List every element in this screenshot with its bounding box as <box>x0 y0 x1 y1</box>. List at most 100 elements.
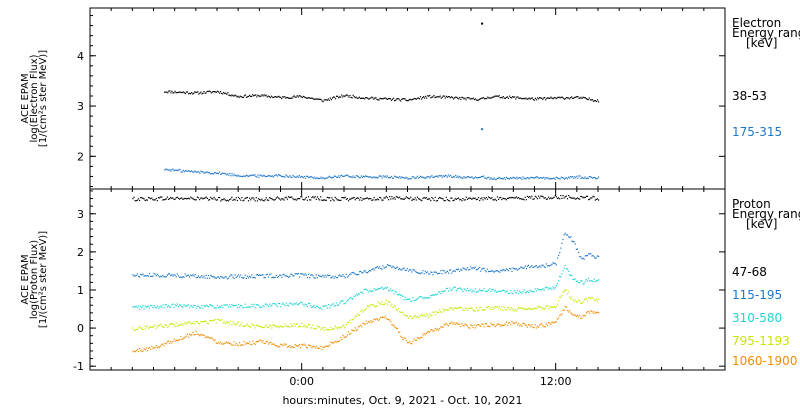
data-point <box>237 95 239 97</box>
data-point <box>252 340 254 342</box>
data-point <box>264 95 266 97</box>
data-point <box>569 98 571 100</box>
data-point <box>488 176 490 178</box>
data-point <box>284 305 286 307</box>
data-point <box>434 196 436 198</box>
data-point <box>286 346 289 348</box>
data-point <box>506 269 509 271</box>
data-point <box>350 332 352 335</box>
data-point <box>174 340 176 342</box>
data-point <box>586 177 588 179</box>
data-point <box>260 199 262 201</box>
data-point <box>477 309 480 311</box>
data-point <box>153 347 155 349</box>
data-point <box>182 276 184 278</box>
data-point <box>232 276 234 278</box>
data-point <box>460 306 462 308</box>
data-point <box>234 174 236 177</box>
data-point <box>259 306 261 308</box>
data-point <box>339 274 341 276</box>
data-point <box>580 177 582 180</box>
data-point <box>583 196 585 198</box>
data-point <box>547 288 550 290</box>
data-point <box>551 97 553 99</box>
data-point <box>496 305 499 308</box>
data-point <box>439 328 441 330</box>
data-point <box>435 175 437 177</box>
data-point <box>174 274 176 276</box>
data-point <box>543 308 545 310</box>
data-point <box>405 99 407 101</box>
data-point <box>133 329 135 331</box>
data-point <box>433 311 435 313</box>
data-point <box>157 197 160 199</box>
data-point <box>200 91 202 93</box>
data-point <box>551 288 553 291</box>
data-point <box>152 347 154 349</box>
data-point <box>209 277 211 279</box>
data-point <box>401 269 403 271</box>
data-point <box>179 198 181 200</box>
data-point <box>443 310 445 312</box>
data-point <box>528 178 530 180</box>
data-point <box>596 311 599 313</box>
data-point <box>509 96 512 99</box>
data-point <box>424 334 426 336</box>
data-point <box>434 96 436 99</box>
data-point <box>263 276 265 279</box>
data-point <box>227 277 230 279</box>
data-point <box>562 195 564 197</box>
data-point <box>426 331 429 333</box>
data-point <box>591 280 593 282</box>
data-point <box>334 325 336 327</box>
data-point <box>315 328 317 330</box>
data-point <box>201 321 203 323</box>
data-point <box>546 198 549 200</box>
data-point <box>477 99 480 101</box>
data-point <box>516 308 519 310</box>
data-point <box>362 292 364 294</box>
data-point <box>331 197 333 199</box>
y-axis-label-line: [1/(cm²s ster MeV)] <box>38 50 49 147</box>
data-point <box>552 321 554 323</box>
data-point <box>286 198 289 200</box>
data-point <box>254 174 256 176</box>
data-point <box>461 269 463 271</box>
data-point <box>170 274 172 277</box>
data-point <box>332 275 334 277</box>
data-point <box>345 323 347 326</box>
data-point <box>550 96 552 98</box>
data-point <box>491 306 493 308</box>
data-point <box>573 197 575 199</box>
data-point <box>136 273 138 275</box>
data-point <box>454 176 456 178</box>
data-point <box>508 95 511 97</box>
data-point <box>351 272 353 274</box>
data-point <box>295 96 297 98</box>
data-point <box>424 315 426 318</box>
data-point <box>340 275 342 277</box>
data-point <box>595 198 597 201</box>
data-point <box>425 95 427 98</box>
data-point <box>387 301 390 303</box>
data-point <box>582 96 584 98</box>
data-point <box>281 175 283 178</box>
data-point <box>458 98 460 100</box>
data-point <box>484 323 486 325</box>
data-point <box>415 299 417 301</box>
data-point <box>343 95 345 97</box>
data-point <box>283 325 285 328</box>
data-point <box>522 198 524 200</box>
data-point <box>429 177 431 179</box>
data-point <box>189 333 191 335</box>
data-point <box>451 176 454 178</box>
data-point <box>329 274 331 277</box>
data-point <box>452 287 454 289</box>
data-point <box>596 198 599 200</box>
data-point <box>231 94 233 96</box>
data-point <box>342 324 344 326</box>
data-point <box>275 325 277 328</box>
data-point <box>403 298 405 301</box>
data-point <box>141 328 143 330</box>
data-point <box>380 197 382 199</box>
